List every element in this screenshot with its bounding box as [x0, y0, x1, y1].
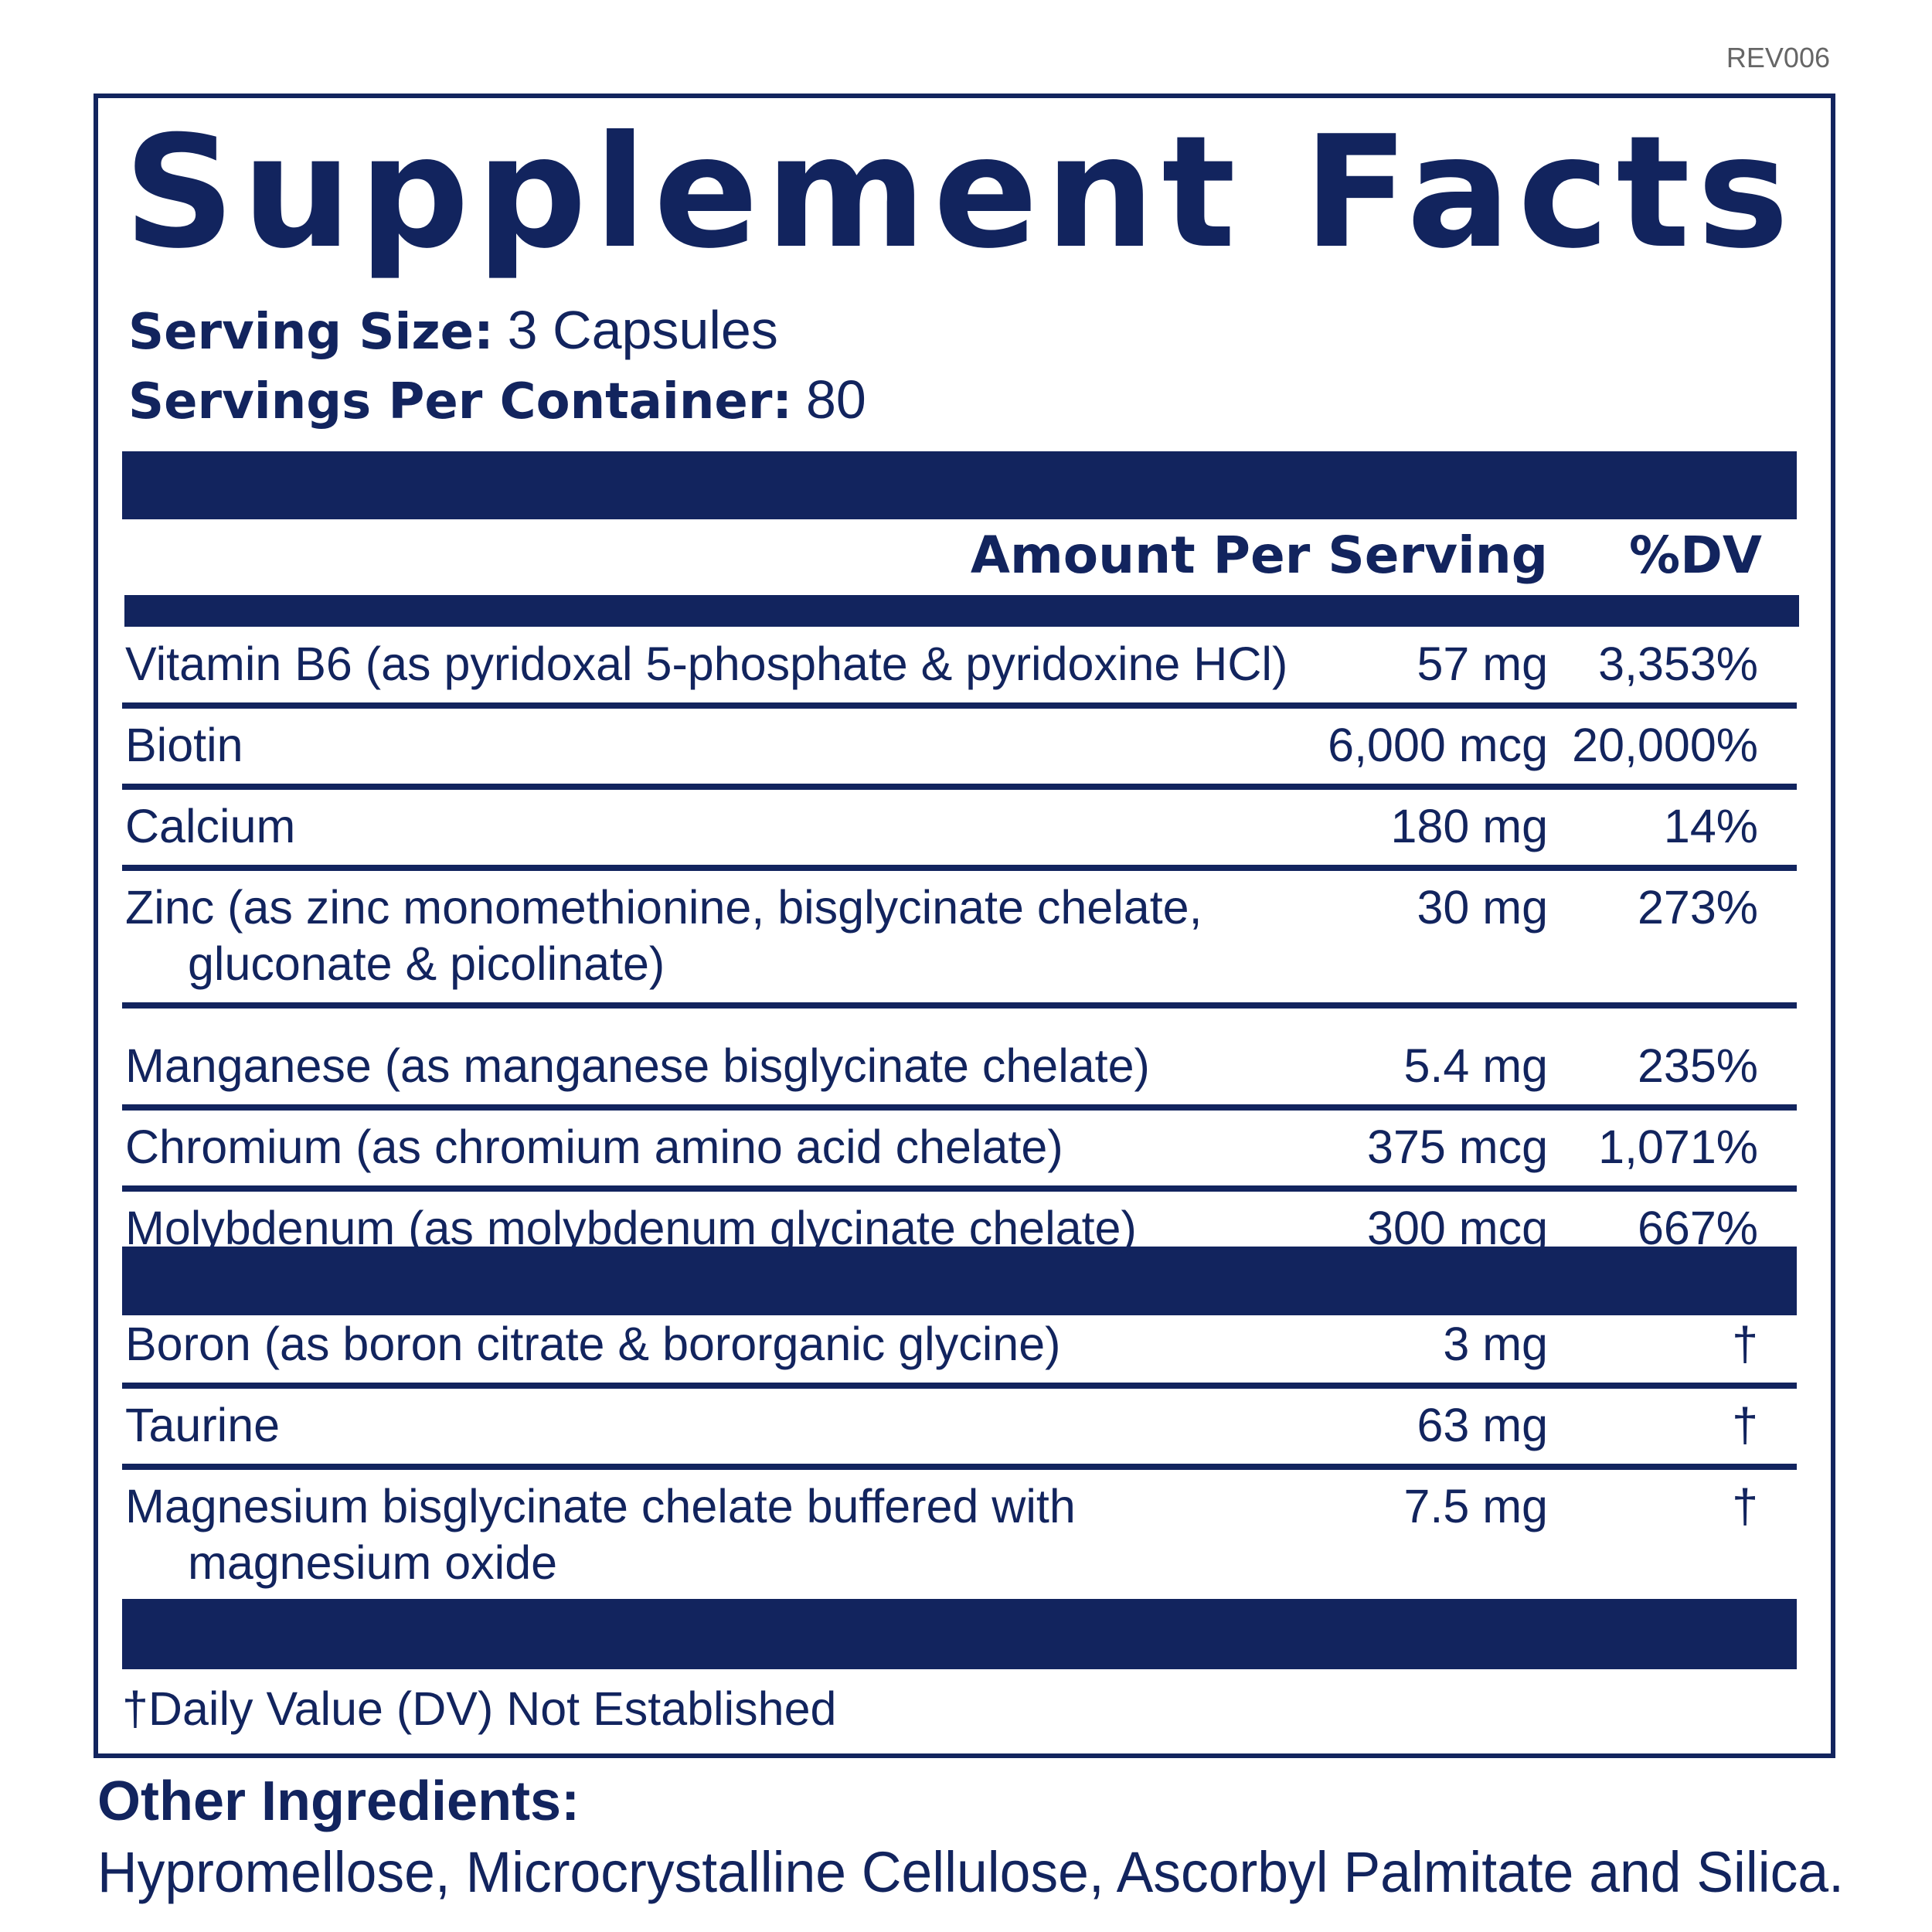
row-separator — [122, 1185, 1797, 1192]
ingredient-dv: 273% — [1638, 881, 1758, 934]
ingredient-amount: 180 mg — [1391, 800, 1548, 852]
ingredient-name: Biotin — [125, 719, 243, 771]
serving-size-label: Serving Size: — [128, 304, 494, 361]
ingredient-name: Vitamin B6 (as pyridoxal 5-phosphate & p… — [125, 638, 1287, 690]
ingredient-dv: 235% — [1638, 1039, 1758, 1092]
ingredient-amount: 6,000 mcg — [1328, 719, 1548, 771]
ingredient-amount: 375 mcg — [1367, 1121, 1548, 1173]
ingredient-name: Boron (as boron citrate & bororganic gly… — [125, 1318, 1060, 1370]
ingredient-dv: † — [1732, 1399, 1758, 1451]
ingredient-name-continued: gluconate & picolinate) — [188, 937, 665, 990]
ingredient-dv: 14% — [1664, 800, 1758, 852]
ingredient-name-continued: magnesium oxide — [188, 1536, 557, 1589]
divider-bar — [124, 595, 1799, 627]
ingredient-amount: 7.5 mg — [1404, 1480, 1549, 1532]
ingredient-name: Manganese (as manganese bisglycinate che… — [125, 1039, 1150, 1092]
servings-per-container: Servings Per Container: 80 — [128, 369, 866, 430]
ingredient-dv: 667% — [1638, 1202, 1758, 1254]
other-ingredients-text: Hypromellose, Microcrystalline Cellulose… — [97, 1840, 1844, 1904]
ingredient-name: Magnesium bisglycinate chelate buffered … — [125, 1480, 1076, 1532]
ingredient-dv: † — [1732, 1480, 1758, 1532]
facts-border — [94, 94, 1835, 1758]
footnote: †Daily Value (DV) Not Established — [122, 1682, 836, 1735]
ingredient-dv: 20,000% — [1572, 719, 1758, 771]
row-separator — [122, 784, 1797, 790]
ingredient-name: Taurine — [125, 1399, 280, 1451]
ingredient-dv: 1,071% — [1598, 1121, 1758, 1173]
ingredient-amount: 57 mg — [1417, 638, 1548, 690]
serving-size-value: 3 Capsules — [508, 300, 778, 360]
row-separator — [122, 1002, 1797, 1009]
servings-label: Servings Per Container: — [128, 373, 792, 430]
ingredient-dv: † — [1732, 1318, 1758, 1370]
revision: REV006 — [1726, 42, 1830, 73]
row-separator — [122, 1383, 1797, 1389]
serving-size: Serving Size: 3 Capsules — [128, 300, 778, 361]
ingredient-amount: 300 mcg — [1367, 1202, 1548, 1254]
ingredient-amount: 63 mg — [1417, 1399, 1548, 1451]
ingredient-name: Molybdenum (as molybdenum glycinate chel… — [125, 1202, 1137, 1254]
dv-header: %DV — [1629, 526, 1762, 585]
title: Supplement Facts — [124, 103, 1789, 283]
divider-bar — [122, 1247, 1797, 1315]
ingredient-dv: 3,353% — [1598, 638, 1758, 690]
row-separator — [122, 1104, 1797, 1111]
row-separator — [122, 702, 1797, 709]
divider-bar — [122, 1599, 1797, 1669]
ingredient-amount: 3 mg — [1443, 1318, 1548, 1370]
amount-header: Amount Per Serving — [971, 526, 1548, 585]
row-separator — [122, 1464, 1797, 1470]
other-ingredients-title: Other Ingredients: — [97, 1770, 580, 1832]
row-separator — [122, 865, 1797, 871]
ingredient-name: Zinc (as zinc monomethionine, bisglycina… — [125, 881, 1202, 934]
ingredient-amount: 30 mg — [1417, 881, 1548, 934]
ingredient-name: Calcium — [125, 800, 295, 852]
divider-bar — [122, 451, 1797, 519]
rows: Vitamin B6 (as pyridoxal 5-phosphate & p… — [122, 638, 1797, 1589]
ingredient-name: Chromium (as chromium amino acid chelate… — [125, 1121, 1063, 1173]
servings-value: 80 — [806, 369, 866, 430]
ingredient-amount: 5.4 mg — [1404, 1039, 1549, 1092]
